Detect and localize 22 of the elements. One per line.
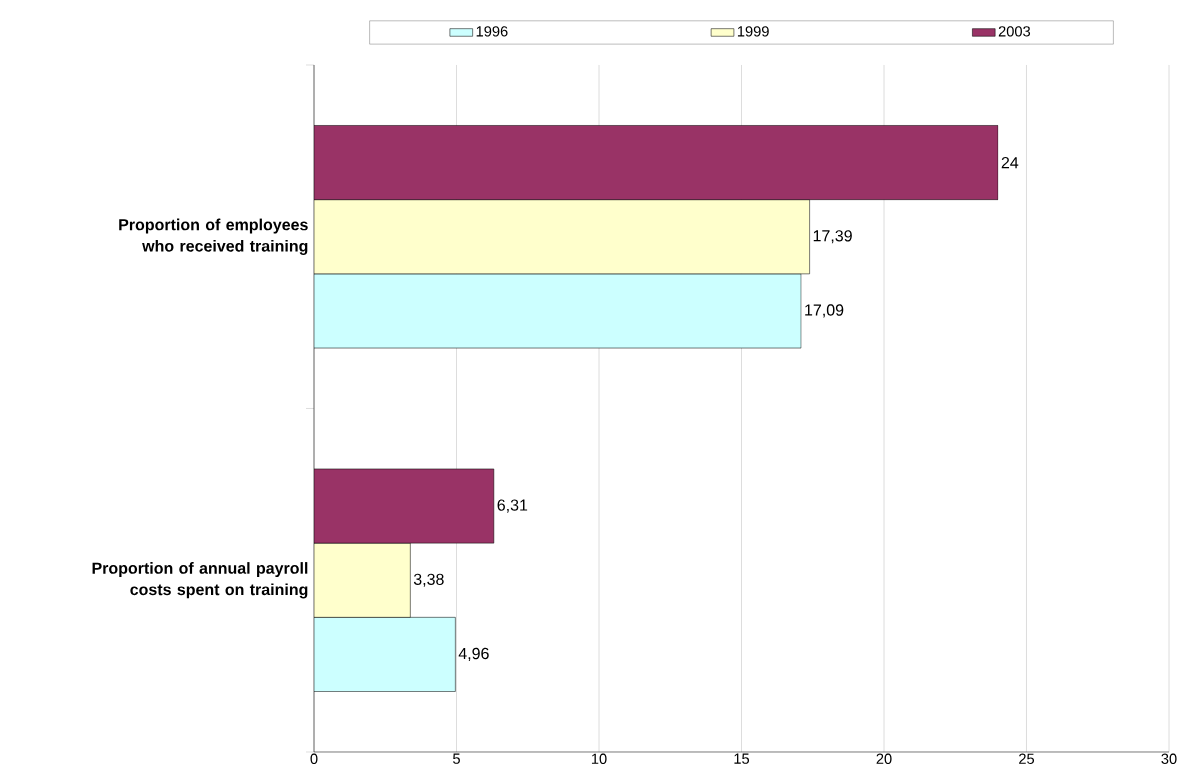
bar (314, 125, 999, 200)
legend-label: 1996 (476, 26, 508, 37)
data-label: 3,38 (413, 573, 444, 587)
x-tick-label: 10 (591, 753, 607, 764)
data-label: 24 (1001, 156, 1019, 169)
legend-label: 2003 (998, 26, 1031, 37)
x-tick-label: 20 (876, 753, 892, 764)
data-label: 4,96 (458, 647, 489, 662)
bar (314, 468, 495, 544)
data-label: 17,39 (813, 230, 852, 244)
x-tick-label: 0 (310, 753, 318, 764)
x-tick-label: 15 (734, 753, 750, 764)
data-label: 17,09 (805, 304, 844, 318)
y-tick-label: Proportion of annual payroll costs spent on training (92, 562, 308, 599)
legend-label: 1999 (737, 26, 769, 37)
x-tick-label: 25 (1019, 753, 1035, 764)
y-tick-label: Proportion of employees who received training (119, 218, 308, 255)
bar (314, 542, 411, 618)
x-tick-label: 5 (453, 753, 460, 764)
data-label: 6,31 (497, 499, 528, 513)
bar (314, 199, 810, 275)
x-tick-label: 30 (1161, 753, 1177, 764)
